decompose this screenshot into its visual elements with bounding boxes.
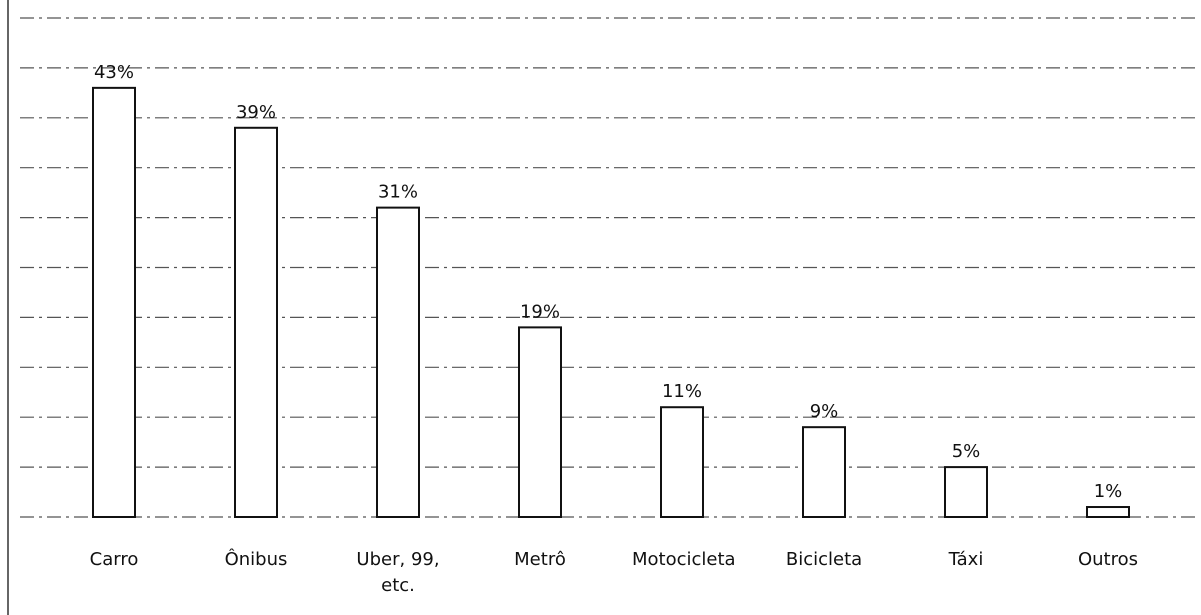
bar — [802, 426, 846, 518]
bar — [944, 466, 988, 519]
x-tick-label: Ônibus — [224, 549, 288, 570]
bar — [234, 126, 278, 518]
bar — [660, 406, 704, 518]
data-label: 5% — [952, 441, 981, 462]
x-tick-label: Táxi — [948, 549, 984, 570]
bar — [376, 206, 420, 518]
x-tick-label: Metrô — [514, 549, 566, 570]
x-tick-label: Outros — [1077, 549, 1139, 570]
x-tick-label: Uber, 99, etc. — [356, 549, 440, 596]
x-tick-label: Bicicleta — [785, 549, 863, 570]
data-label: 39% — [236, 102, 276, 123]
data-label: 31% — [378, 182, 418, 203]
x-tick-label: Carro — [89, 549, 139, 570]
data-label: 1% — [1094, 481, 1123, 502]
data-label: 43% — [94, 62, 134, 83]
data-label: 9% — [810, 401, 839, 422]
data-label: 11% — [662, 381, 702, 402]
bar — [518, 326, 562, 518]
data-label: 19% — [520, 301, 560, 322]
bar — [92, 86, 136, 519]
bar — [1086, 506, 1130, 518]
x-tick-label: Motocicleta — [632, 549, 736, 570]
